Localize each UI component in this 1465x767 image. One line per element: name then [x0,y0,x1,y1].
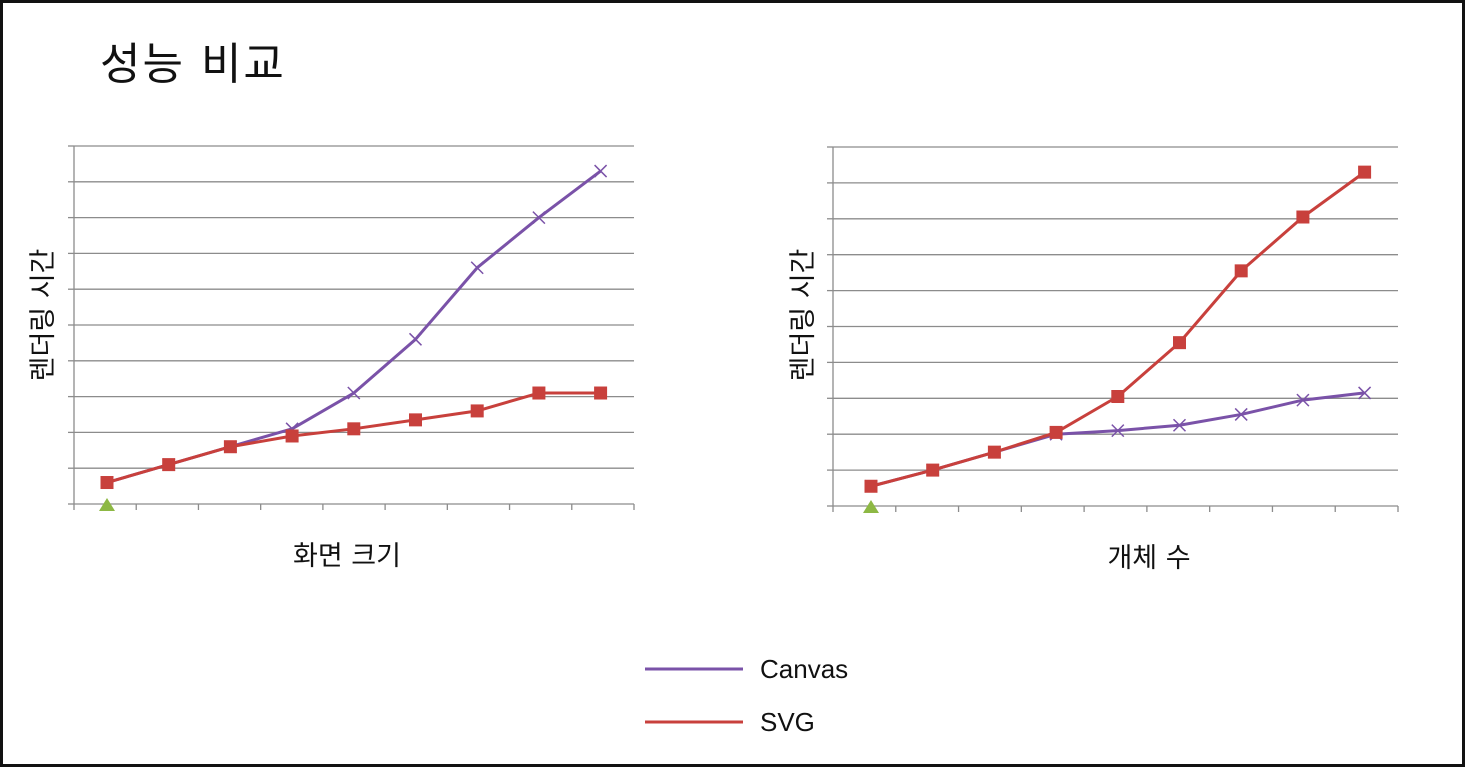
data-point-svg [409,413,422,427]
data-point-svg [1234,264,1248,278]
y-axis-label: 렌더링 시간 [788,249,819,382]
y-axis-label: 렌더링 시간 [28,249,59,382]
figure-title: 성능 비교 [100,39,286,90]
data-point-svg [162,458,176,472]
marker-x-stroke [470,261,484,275]
legend-label-svg: SVG [760,707,815,737]
marker-x-stroke [1234,407,1248,421]
data-point-svg [987,445,1001,459]
marker-x-stroke [1296,393,1310,407]
marker-x-stroke [594,164,608,178]
data-point-canvas [1111,424,1125,438]
data-point-canvas [594,164,608,178]
data-point-canvas [470,261,484,275]
data-point-svg [1358,165,1372,179]
data-point-canvas [1234,407,1248,421]
origin-marker [99,498,115,511]
data-point-canvas [1296,393,1310,407]
series-line-svg [106,391,601,484]
data-point-svg [100,476,114,490]
x-axis-label: 개체 수 [1107,543,1190,574]
data-point-svg [347,422,361,436]
data-point-canvas [532,211,546,225]
data-point-svg [285,429,299,443]
marker-x-stroke [347,386,361,400]
data-point-svg [926,463,940,477]
data-point-svg [223,440,237,454]
origin-marker [863,500,879,513]
marker-x-stroke [532,211,546,225]
data-point-svg [1296,210,1310,224]
data-point-canvas [1358,386,1372,400]
data-point-svg [1049,425,1063,439]
chart-screen-size: 화면 크기 렌더링 시간 [28,145,635,572]
data-point-canvas [347,386,361,400]
data-point-svg [864,479,878,493]
data-point-svg [594,386,608,400]
marker-x-stroke [1358,386,1372,400]
data-point-canvas [408,332,423,346]
data-point-svg [532,386,546,400]
legend-label-canvas: Canvas [760,654,848,684]
legend: Canvas SVG [645,654,848,737]
data-point-canvas [1172,418,1187,432]
series-line-canvas [870,391,1365,488]
marker-x-stroke [408,332,423,346]
data-point-svg [1111,390,1125,404]
marker-x-stroke [1111,424,1125,438]
chart-object-count: 개체 수 렌더링 시간 [788,146,1399,574]
x-axis-label: 화면 크기 [293,541,401,572]
data-point-svg [1173,336,1186,350]
data-point-svg [470,404,484,418]
marker-x-stroke [1172,418,1187,432]
